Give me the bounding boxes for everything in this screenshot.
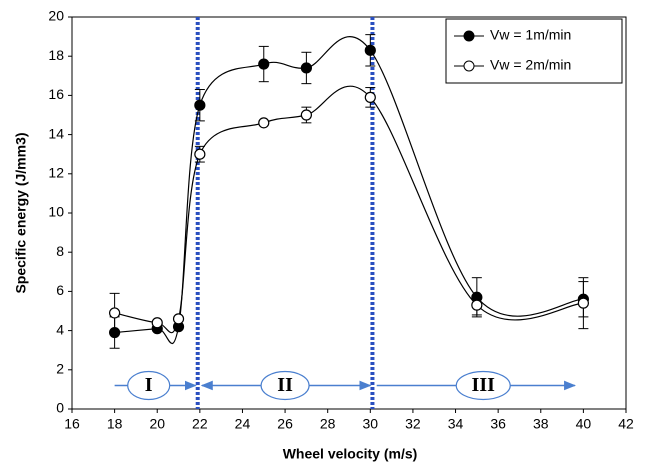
region-label: III (472, 374, 496, 396)
data-point (300, 109, 312, 121)
legend-label: Vw = 1m/min (490, 27, 571, 43)
legend-marker (463, 60, 475, 72)
y-tick-label: 14 (48, 125, 64, 141)
y-tick-label: 2 (56, 361, 64, 377)
y-tick-label: 16 (48, 86, 64, 102)
data-point (577, 297, 589, 309)
data-point (364, 91, 376, 103)
x-tick-label: 18 (107, 416, 123, 432)
data-point (364, 44, 376, 56)
legend-label: Vw = 2m/min (490, 57, 571, 73)
x-tick-label: 22 (192, 416, 208, 432)
legend-marker (463, 30, 475, 42)
data-point (300, 62, 312, 74)
legend-box (445, 18, 623, 84)
y-tick-label: 12 (48, 165, 64, 181)
x-axis-title: Wheel velocity (m/s) (283, 446, 418, 462)
data-point (109, 307, 121, 319)
x-tick-label: 20 (149, 416, 165, 432)
data-point (258, 117, 270, 129)
region-badge (455, 370, 511, 401)
region-badge (127, 370, 171, 401)
y-tick-label: 10 (48, 204, 64, 220)
y-tick-label: 4 (56, 321, 64, 337)
region-label: II (277, 374, 293, 396)
y-tick-label: 0 (56, 400, 64, 416)
region-label: I (145, 374, 153, 396)
y-tick-label: 6 (56, 282, 64, 298)
x-tick-label: 16 (64, 416, 80, 432)
x-tick-label: 32 (405, 416, 421, 432)
data-point (471, 299, 483, 311)
y-tick-label: 8 (56, 243, 64, 259)
series-line (114, 85, 584, 334)
x-tick-label: 24 (235, 416, 251, 432)
y-axis-title: Specific energy (J/mm3) (13, 132, 29, 293)
data-point (258, 58, 270, 70)
data-point (172, 313, 185, 325)
x-tick-label: 42 (618, 416, 634, 432)
x-tick-label: 38 (533, 416, 549, 432)
x-tick-label: 26 (277, 416, 293, 432)
x-tick-label: 40 (576, 416, 592, 432)
x-tick-label: 28 (320, 416, 336, 432)
x-tick-label: 34 (448, 416, 464, 432)
series-line (114, 36, 584, 344)
data-point (194, 99, 206, 111)
y-tick-label: 20 (48, 8, 64, 24)
x-tick-label: 30 (363, 416, 379, 432)
x-tick-label: 36 (490, 416, 506, 432)
y-tick-label: 18 (48, 47, 64, 63)
region-badge (260, 370, 310, 401)
data-point (194, 148, 206, 160)
data-point (151, 317, 163, 329)
